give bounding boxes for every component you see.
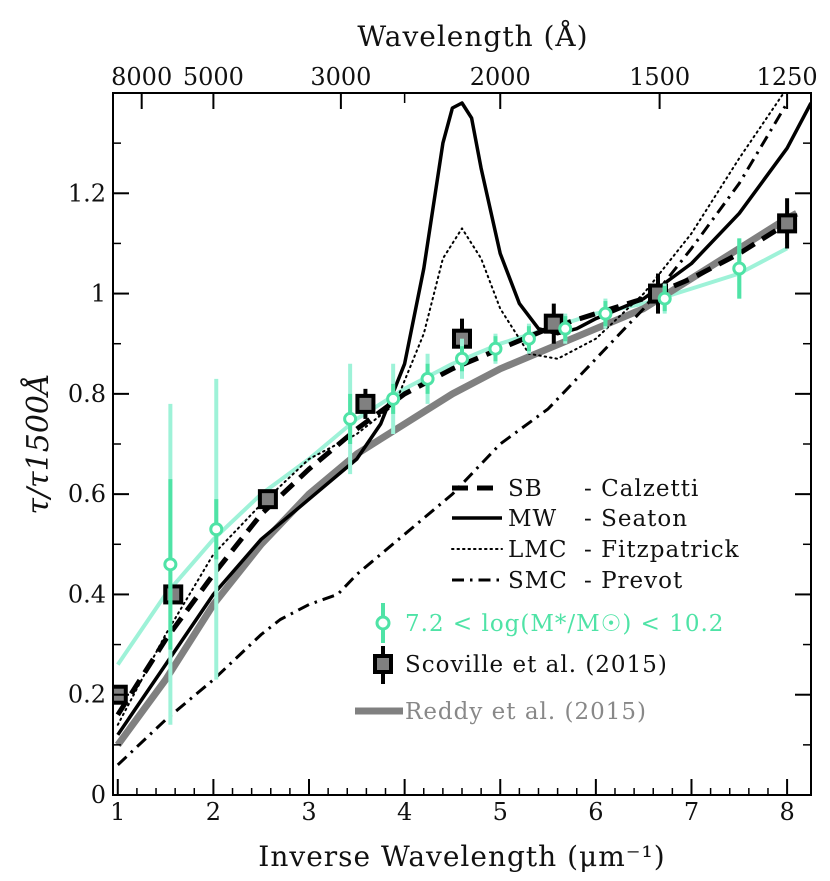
legend-reddy-label: Reddy et al. (2015)	[405, 699, 647, 725]
top-tick-label: 1500	[629, 63, 690, 91]
x-tick-label: 3	[301, 798, 316, 826]
legend-label-name: - Prevot	[584, 568, 683, 594]
green-point	[455, 351, 469, 366]
top-tick-label: 8000	[111, 63, 172, 91]
y-axis-label: τ/τ1500Å	[20, 373, 56, 514]
y-tick-label: 0	[91, 781, 106, 809]
green-point	[386, 391, 401, 406]
x-tick-label: 7	[684, 798, 699, 826]
legend-scoville-marker	[373, 654, 393, 674]
scoville-point	[163, 584, 184, 605]
green-point	[420, 371, 435, 386]
scoville-point	[257, 489, 278, 510]
y-tick-label: 0.8	[68, 380, 106, 408]
series-line-dashed-thick	[115, 221, 789, 717]
series-line-solid-light	[116, 246, 789, 666]
y-tick-label: 0.4	[68, 580, 106, 608]
green-point	[521, 331, 536, 346]
series-line-solid-thick	[114, 210, 799, 747]
legend-green-marker	[375, 615, 391, 631]
green-point	[488, 341, 503, 356]
x-tick-label: 5	[493, 798, 508, 826]
legend-label-name: - Calzetti	[584, 476, 699, 502]
plot-layer	[113, 93, 811, 766]
legend-green-label: 7.2 < log(M*/M☉) < 10.2	[405, 611, 724, 637]
scoville-point	[355, 393, 376, 414]
axes-layer: 1 2 3 4 5 6 7 8 0 0.2 0.4 0.6 0.8 1 1.2 8000 5000 3000 200…	[20, 20, 818, 873]
green-point	[558, 321, 573, 336]
green-point	[732, 261, 747, 276]
y-tick-label: 0.6	[68, 480, 106, 508]
green-point	[598, 306, 613, 321]
top-tick-label: 2000	[470, 63, 531, 91]
x-tick-label: 6	[588, 798, 603, 826]
y-tick-label: 1.2	[68, 179, 106, 207]
x-tick-label: 2	[206, 798, 221, 826]
legend-label-short: LMC	[508, 537, 567, 563]
green-point	[209, 522, 224, 537]
green-point	[343, 411, 358, 426]
y-tick-label: 1	[91, 280, 106, 308]
legend: SB - Calzetti MW - Seaton LMC - Fitzpatrick SM…	[355, 476, 740, 725]
x-tick-label: 4	[397, 798, 412, 826]
scoville-point	[777, 213, 798, 234]
x-axis-label: Inverse Wavelength (μm⁻¹)	[258, 840, 665, 873]
y-tick-label: 0.2	[68, 681, 106, 709]
top-tick-label: 5000	[183, 63, 244, 91]
x-tick-label: 1	[110, 798, 125, 826]
series-line-solid	[116, 101, 811, 736]
top-tick-label: 3000	[310, 63, 371, 91]
legend-label-short: SB	[508, 476, 543, 502]
green-point	[657, 291, 672, 306]
top-axis-label: Wavelength (Å)	[357, 20, 588, 53]
top-tick-label: 1250	[757, 63, 818, 91]
x-tick-label: 8	[779, 798, 794, 826]
legend-label-name: - Seaton	[584, 506, 688, 532]
green-point	[163, 557, 178, 572]
legend-label-short: MW	[508, 506, 557, 532]
legend-label-name: - Fitzpatrick	[584, 537, 740, 563]
legend-label-short: SMC	[508, 568, 568, 594]
legend-scoville-label: Scoville et al. (2015)	[405, 652, 668, 678]
